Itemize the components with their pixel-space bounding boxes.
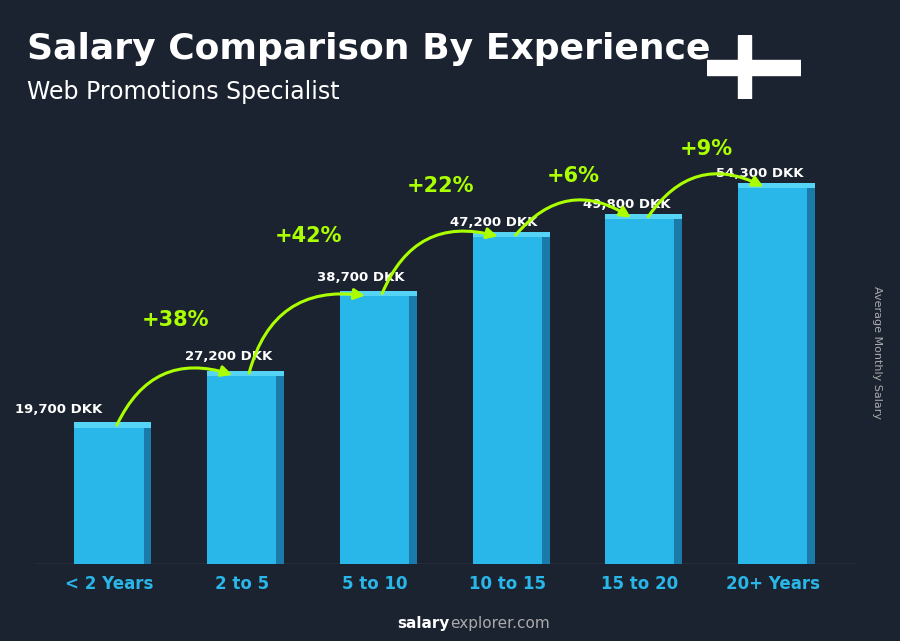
Bar	[207, 376, 276, 564]
Text: 54,300 DKK: 54,300 DKK	[716, 167, 803, 180]
Bar	[674, 219, 682, 564]
Text: 47,200 DKK: 47,200 DKK	[450, 215, 537, 229]
Text: salary: salary	[398, 617, 450, 631]
Text: +6%: +6%	[547, 166, 600, 186]
Bar	[340, 291, 417, 296]
Text: 27,200 DKK: 27,200 DKK	[184, 350, 272, 363]
Bar	[143, 428, 151, 564]
Bar	[706, 60, 801, 75]
Bar	[542, 237, 550, 564]
Text: 19,700 DKK: 19,700 DKK	[15, 403, 103, 415]
Bar	[75, 428, 143, 564]
Bar	[409, 296, 417, 564]
Bar	[807, 188, 815, 564]
Bar	[340, 296, 409, 564]
Text: +9%: +9%	[680, 139, 733, 160]
Text: +38%: +38%	[141, 310, 209, 330]
Bar	[606, 219, 674, 564]
Bar	[606, 214, 682, 219]
Text: explorer.com: explorer.com	[450, 617, 550, 631]
Bar	[738, 188, 807, 564]
Bar	[472, 237, 542, 564]
Text: Web Promotions Specialist: Web Promotions Specialist	[27, 80, 339, 104]
Bar	[207, 370, 284, 376]
Text: +42%: +42%	[274, 226, 342, 246]
Text: Salary Comparison By Experience: Salary Comparison By Experience	[27, 32, 710, 66]
Text: +22%: +22%	[407, 176, 474, 196]
Bar	[472, 232, 550, 237]
Bar	[738, 183, 815, 188]
Text: 38,700 DKK: 38,700 DKK	[318, 271, 405, 284]
Bar	[738, 35, 751, 99]
Bar	[276, 376, 284, 564]
Text: Average Monthly Salary: Average Monthly Salary	[872, 286, 883, 419]
Bar	[75, 422, 151, 428]
Text: 49,800 DKK: 49,800 DKK	[583, 198, 670, 212]
